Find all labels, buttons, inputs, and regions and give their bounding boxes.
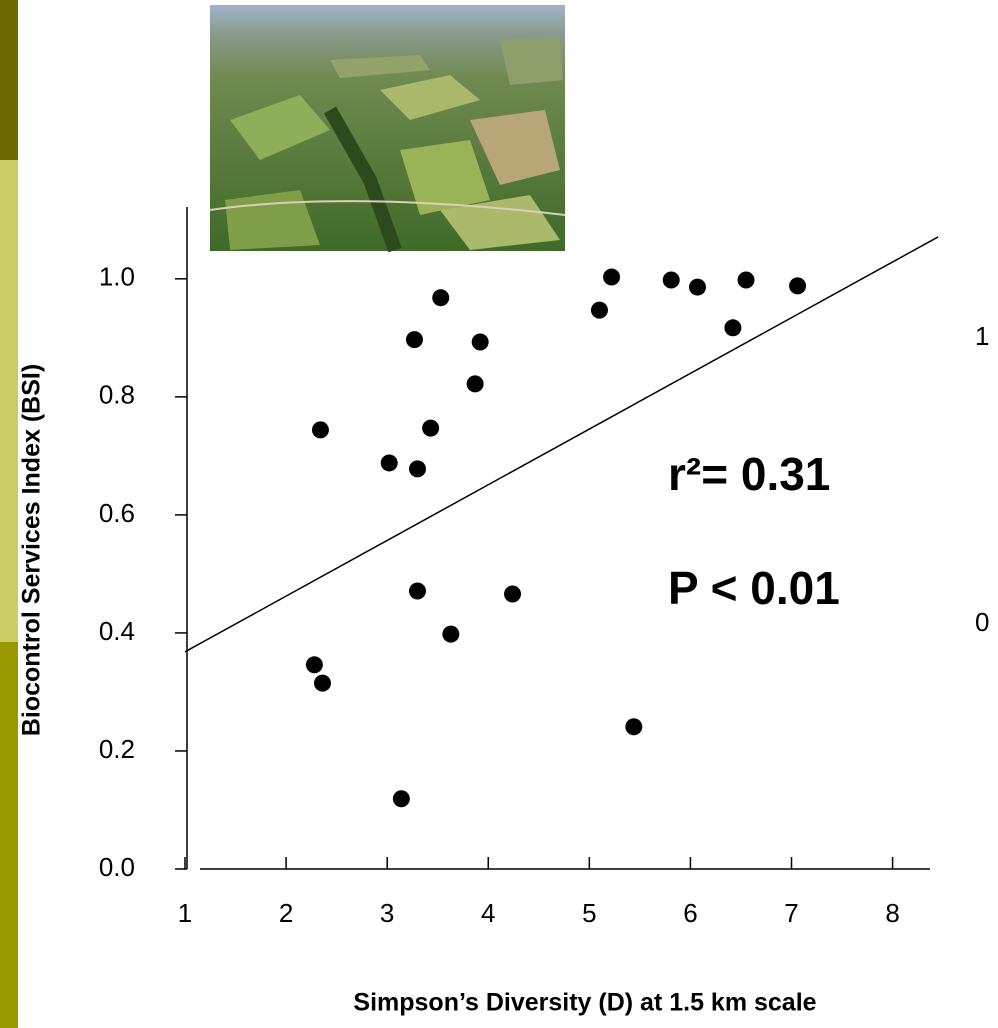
trend-line [184,236,939,653]
y-tick-label: 0.2 [99,734,135,764]
point [724,319,742,337]
y-tick-label: 0.6 [99,498,135,528]
y-tick-label: 0.0 [99,852,135,882]
y-tick-label: 0.8 [99,380,135,410]
x-tick-label: 5 [582,898,596,928]
point [405,331,423,349]
x-axis-title: Simpson’s Diversity (D) at 1.5 km scale [353,989,816,1017]
point [305,656,323,674]
side-stripe [0,160,18,642]
point [466,375,484,393]
point [789,277,807,295]
point [737,271,755,289]
point [471,333,489,351]
x-tick-label: 7 [784,898,798,928]
x-tick-label: 3 [380,898,394,928]
annotation: P < 0.01 [668,562,840,614]
point [689,278,707,296]
point [408,582,426,600]
y-tick-label: 0.4 [99,616,135,646]
y-axis-title: Biocontrol Services Index (BSI) [18,364,46,736]
annotation: r²= 0.31 [668,448,830,500]
y-tick-label: 1.0 [99,262,135,292]
point [422,419,440,437]
point [408,460,426,478]
x-tick-label: 4 [481,898,495,928]
point [432,289,450,307]
point [311,421,329,439]
side-label: 0 [975,607,989,637]
point [392,790,410,808]
point [504,585,522,603]
point [590,301,608,319]
point [313,674,331,692]
point [380,454,398,472]
side-stripe [0,0,18,160]
photo [209,5,566,253]
point [662,271,680,289]
x-tick-label: 6 [683,898,697,928]
x-tick-label: 8 [885,898,899,928]
x-tick-label: 1 [178,898,192,928]
point [603,268,621,286]
side-label: 1 [975,321,989,351]
side-stripe [0,642,18,1028]
point [625,718,643,736]
point [442,625,460,643]
x-tick-label: 2 [279,898,293,928]
